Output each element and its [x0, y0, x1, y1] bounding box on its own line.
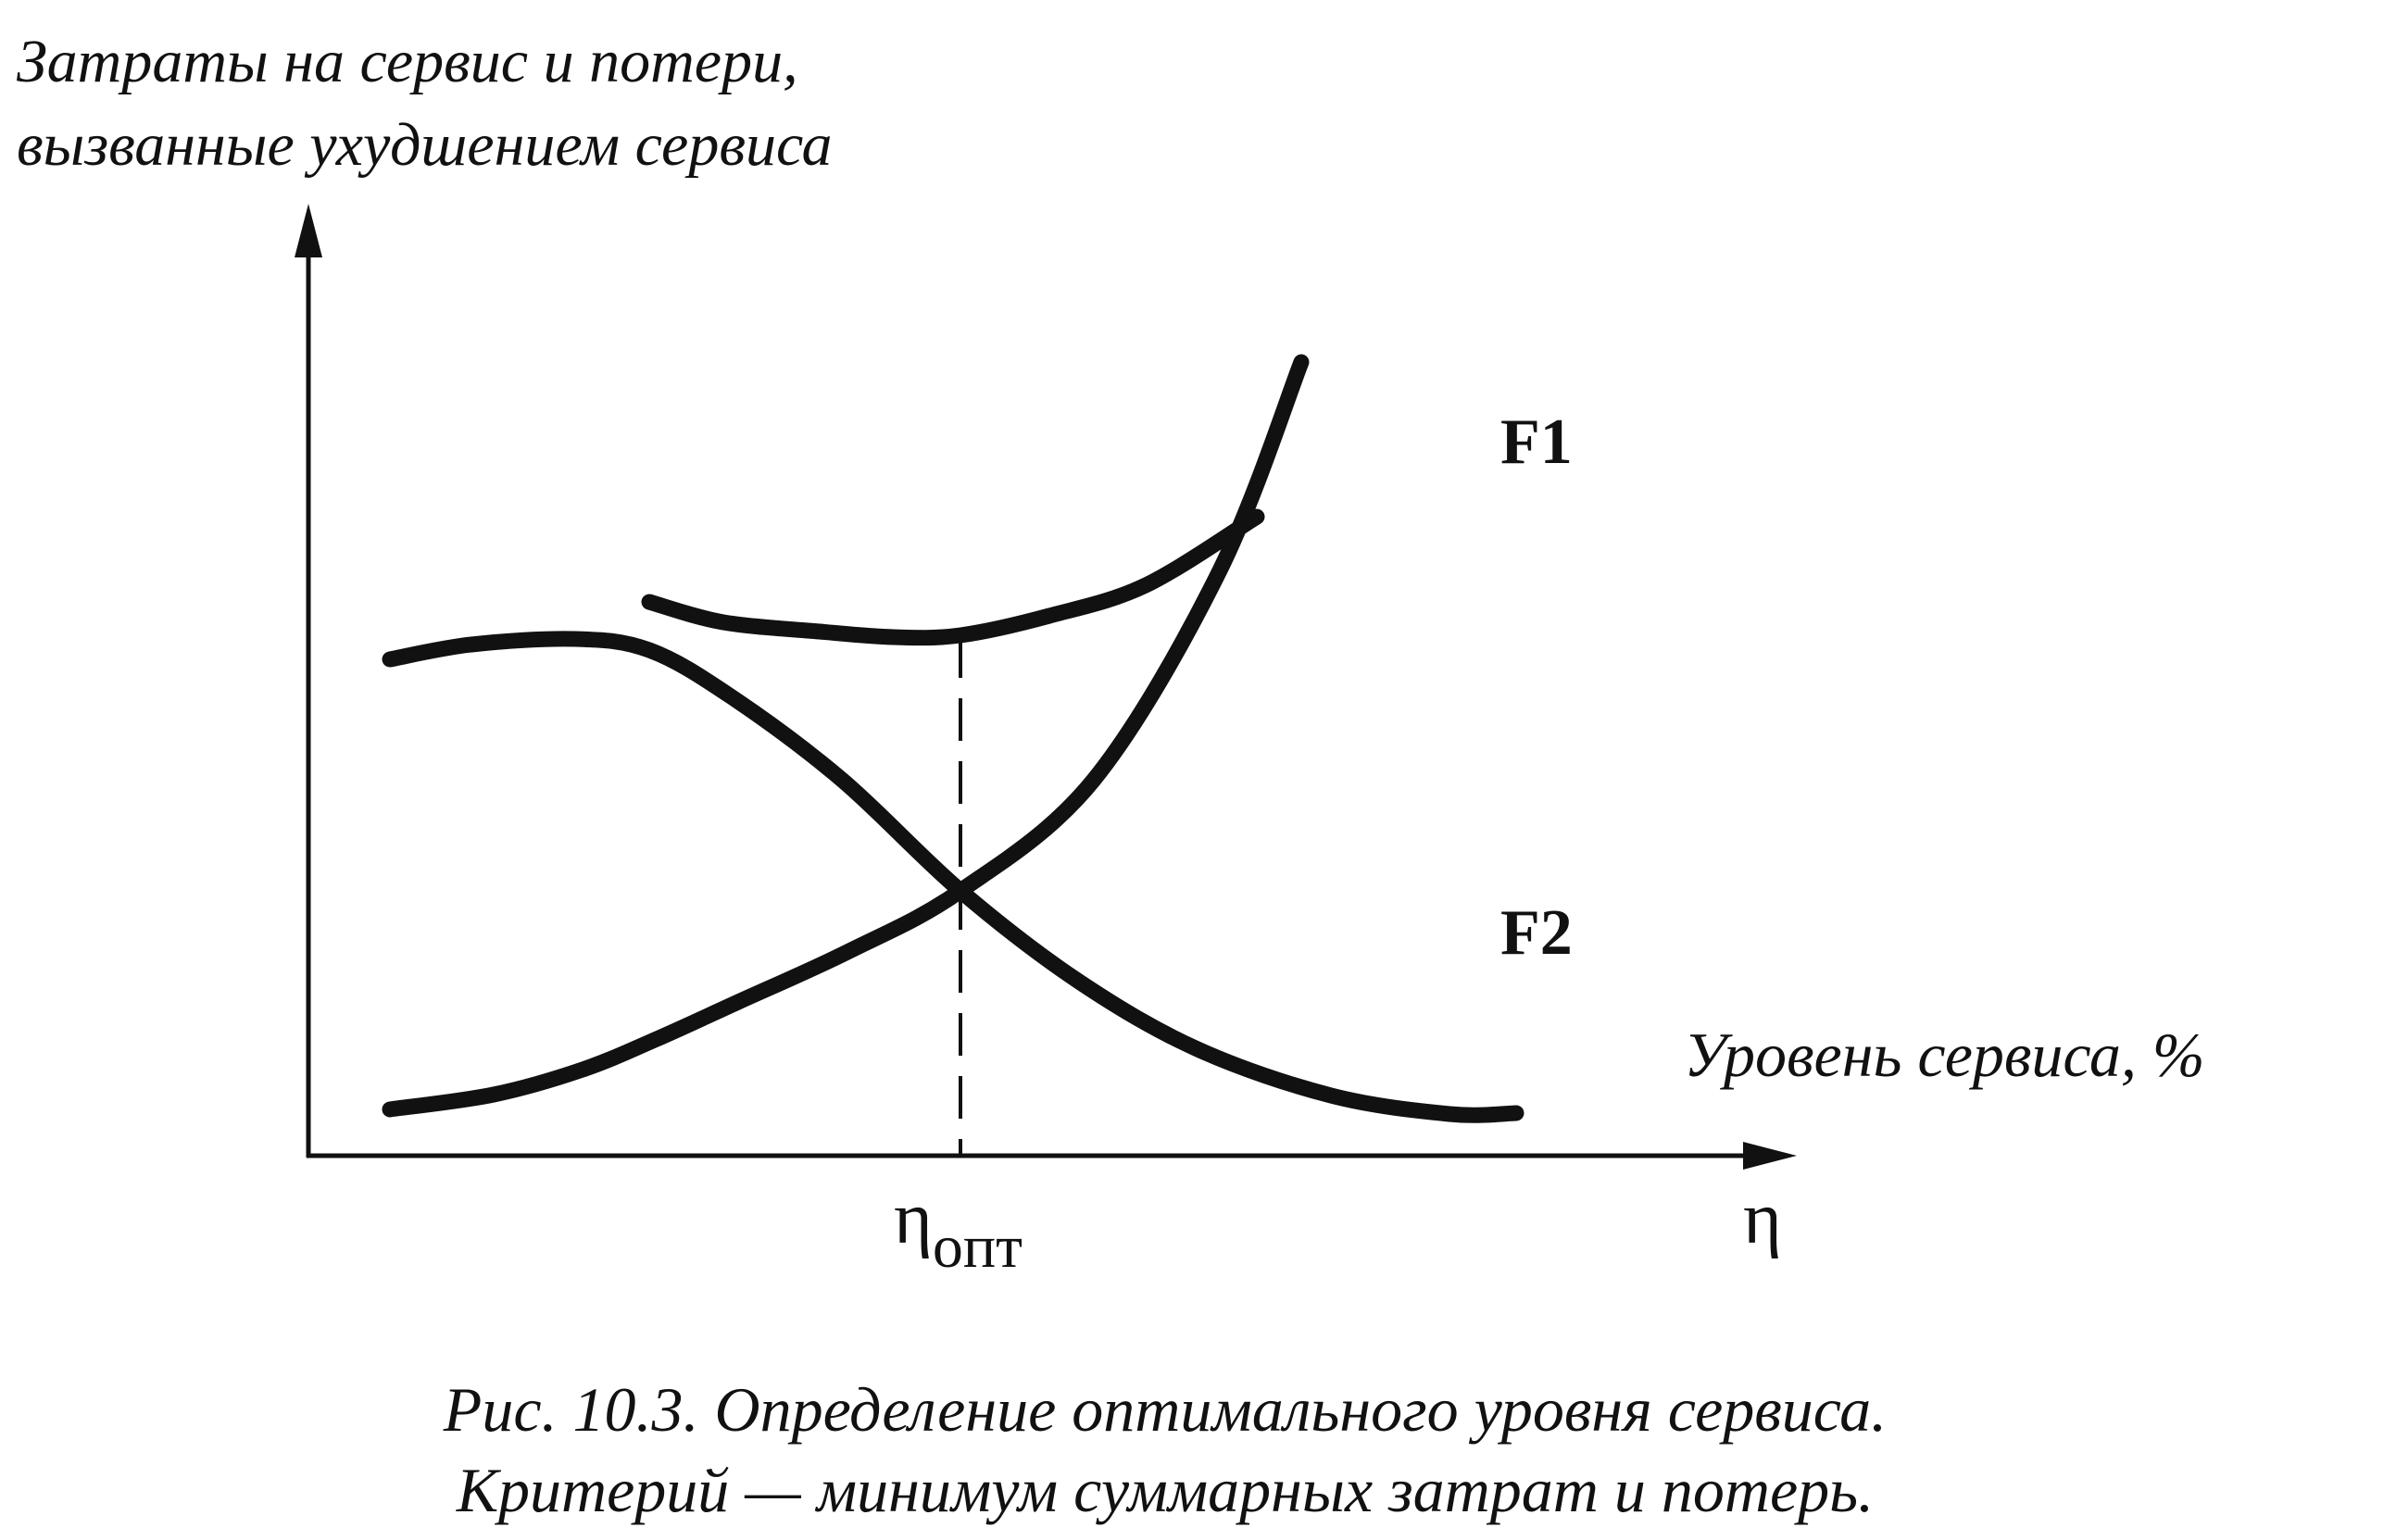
curve-losses	[382, 631, 1525, 1123]
caption-line2: Критерий — минимум суммарных затрат и по…	[456, 1455, 1874, 1525]
optimum-subscript: опт	[933, 1213, 1023, 1281]
x-axis-symbol: η	[1743, 1178, 1782, 1259]
optimum-tick-label: ηопт	[894, 1178, 1023, 1281]
series-label-f2: F2	[1500, 897, 1573, 969]
y-axis-title-line2: вызванные ухудшением сервиса	[17, 111, 833, 179]
curve-total-f1	[641, 508, 1265, 646]
curve-service-cost-f2	[382, 354, 1310, 1118]
optimum-eta-symbol: η	[894, 1178, 933, 1259]
x-axis-arrow	[1743, 1142, 1797, 1170]
chart-curves	[382, 354, 1525, 1123]
x-axis-title: Уровень сервиса, %	[1684, 1020, 2204, 1090]
y-axis-arrow	[295, 204, 322, 257]
series-label-f1: F1	[1500, 407, 1573, 478]
caption-line1: Рис. 10.3. Определение оптимального уров…	[443, 1374, 1887, 1445]
y-axis-title-line1: Затраты на сервис и потери,	[17, 28, 798, 95]
